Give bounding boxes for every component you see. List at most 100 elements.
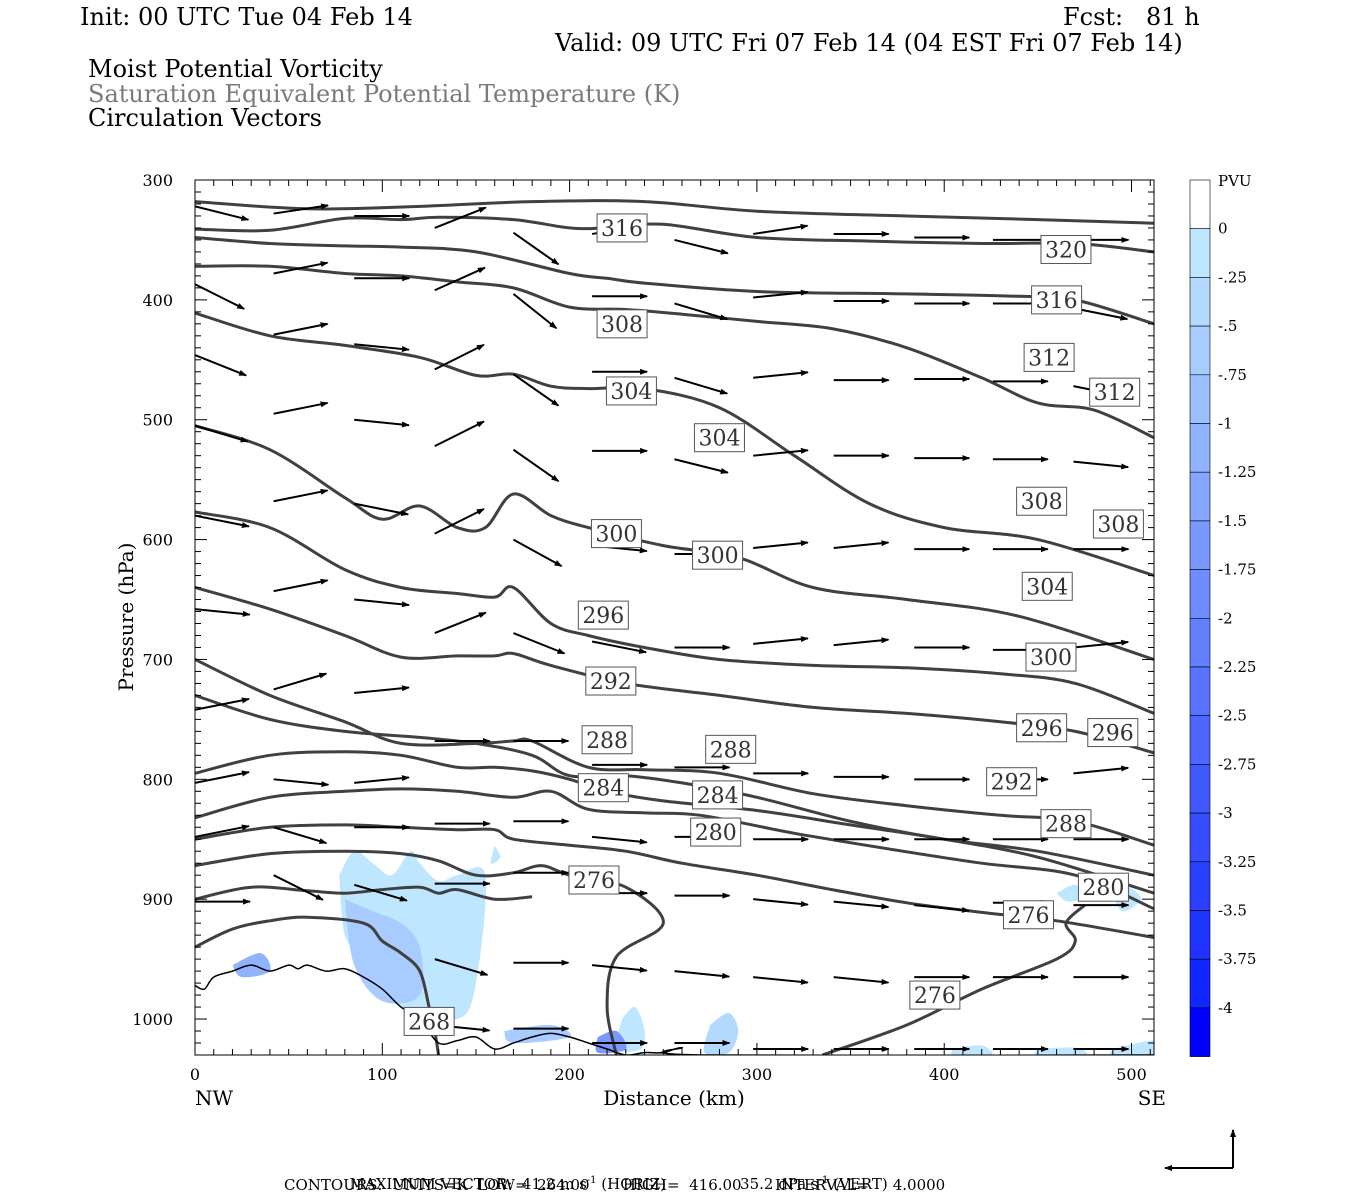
- contour-label: 284: [582, 777, 624, 802]
- contour-label-box: [577, 773, 629, 803]
- theta-es-contour: [821, 904, 1086, 1055]
- contour-label-box: [705, 734, 757, 764]
- circulation-vector: [354, 685, 410, 695]
- circulation-vector: [591, 964, 648, 973]
- circulation-vector: [512, 448, 560, 483]
- circulation-vector: [354, 418, 410, 428]
- circulation-vector: [434, 958, 489, 976]
- x-left-end-label: NW: [195, 1086, 234, 1110]
- init-time: Init: 00 UTC Tue 04 Feb 14: [80, 3, 413, 31]
- circulation-vector: [273, 778, 330, 788]
- contour-label-box: [1031, 285, 1083, 315]
- circulation-vector: [513, 632, 566, 655]
- circulation-vector: [914, 904, 970, 913]
- x-tick-label: 400: [929, 1065, 960, 1084]
- y-tick-label: 500: [142, 411, 173, 430]
- theta-es-contour: [195, 311, 1154, 577]
- colorbar-label: -.75: [1218, 366, 1247, 384]
- colorbar-unit: PVU: [1218, 172, 1252, 190]
- plot-frame: [194, 179, 1155, 1056]
- y-tick-label: 700: [142, 650, 173, 669]
- circulation-vector: [753, 898, 809, 907]
- circulation-vector: [512, 231, 560, 266]
- contour-label: 304: [698, 427, 740, 452]
- contour-label-box: [1021, 571, 1073, 601]
- forecast-hour: Fcst: 81 h: [1063, 3, 1200, 31]
- circulation-vector: [353, 883, 408, 902]
- colorbar-swatch: [1189, 812, 1211, 863]
- maximum-vector-line: MAXIMUM VECTOR: 41.2 m s-1 (HORIZ) 35.2 d…: [340, 1157, 888, 1193]
- y-axis-label: Pressure (hPa): [114, 543, 138, 692]
- circulation-vector: [195, 608, 251, 617]
- max-vector-horiz-unit: (HORIZ): [596, 1175, 667, 1193]
- x-tick-label: 300: [742, 1065, 773, 1084]
- contour-label: 308: [1097, 513, 1139, 538]
- y-tick-label: 400: [142, 291, 173, 310]
- x-right-end-label: SE: [1138, 1086, 1166, 1110]
- circulation-vector: [273, 826, 328, 845]
- circulation-vector: [273, 322, 329, 336]
- contour-label: 300: [1030, 646, 1072, 671]
- colorbar-swatch: [1189, 277, 1211, 327]
- contour-label: 296: [1092, 722, 1134, 747]
- circulation-vector: [195, 770, 250, 784]
- colorbar-label: -2.5: [1218, 707, 1247, 725]
- circulation-vector: [1073, 460, 1130, 470]
- circulation-vector: [1073, 639, 1130, 649]
- circulation-vector: [354, 343, 410, 352]
- contour-label-box: [1040, 809, 1092, 839]
- contour-label: 292: [991, 771, 1033, 796]
- colorbar-swatch: [1189, 569, 1211, 619]
- contour-label-box: [1025, 642, 1077, 672]
- contour-info-line: CONTOURS: UNITS=K LOW= 264.00 HIGH= 416.…: [284, 1176, 946, 1194]
- theta-es-contour: [195, 236, 1154, 326]
- circulation-vector: [674, 970, 731, 979]
- circulation-vector: [512, 293, 558, 330]
- contour-label: 280: [695, 821, 737, 846]
- contour-label-box: [692, 780, 744, 810]
- contour-label: 308: [601, 313, 643, 338]
- max-vector-horiz-exp: -1: [586, 1175, 597, 1186]
- circulation-vector: [591, 835, 648, 845]
- contour-label-box: [690, 817, 742, 847]
- theta-es-contour: [195, 199, 1154, 225]
- circulation-vector: [833, 900, 890, 910]
- contour-label-box: [693, 423, 745, 453]
- contour-label-box: [585, 666, 637, 696]
- colorbar-swatch: [1189, 1007, 1211, 1057]
- colorbar-label: -1: [1218, 415, 1233, 433]
- contour-label-box: [1087, 718, 1139, 748]
- circulation-vector: [434, 343, 485, 371]
- colorbar-swatch: [1189, 374, 1211, 424]
- contour-label-box: [692, 540, 744, 570]
- pv-region: [504, 1024, 572, 1044]
- x-axis-label: Distance (km): [603, 1086, 745, 1110]
- colorbar-swatch: [1189, 617, 1211, 668]
- contour-label: 312: [1094, 381, 1136, 406]
- contour-label: 308: [1021, 490, 1063, 515]
- colorbar-swatch: [1189, 520, 1211, 570]
- contour-label: 284: [697, 784, 739, 809]
- circulation-vector: [674, 458, 729, 474]
- terrain-line: [195, 964, 1154, 1055]
- contour-label: 276: [1008, 904, 1050, 929]
- circulation-vector: [273, 203, 330, 215]
- title-mpv: Moist Potential Vorticity: [88, 55, 383, 83]
- y-tick-label: 600: [142, 531, 173, 550]
- contour-label-box: [590, 519, 642, 549]
- y-tick-label: 900: [142, 890, 173, 909]
- contour-label: 300: [595, 523, 637, 548]
- colorbar-label: -3.25: [1218, 853, 1256, 871]
- x-tick-label: 0: [190, 1065, 200, 1084]
- valid-time: Valid: 09 UTC Fri 07 Feb 14 (04 EST Fri …: [555, 29, 1183, 57]
- colorbar-label: -2.75: [1218, 755, 1256, 773]
- circulation-vector: [273, 261, 329, 275]
- x-tick-label: 100: [367, 1065, 398, 1084]
- circulation-vector: [273, 672, 328, 691]
- circulation-vector: [512, 538, 563, 567]
- contour-label: 300: [697, 544, 739, 569]
- contour-label-box: [1077, 872, 1129, 902]
- x-tick-label: 500: [1116, 1065, 1147, 1084]
- circulation-vector: [195, 354, 247, 377]
